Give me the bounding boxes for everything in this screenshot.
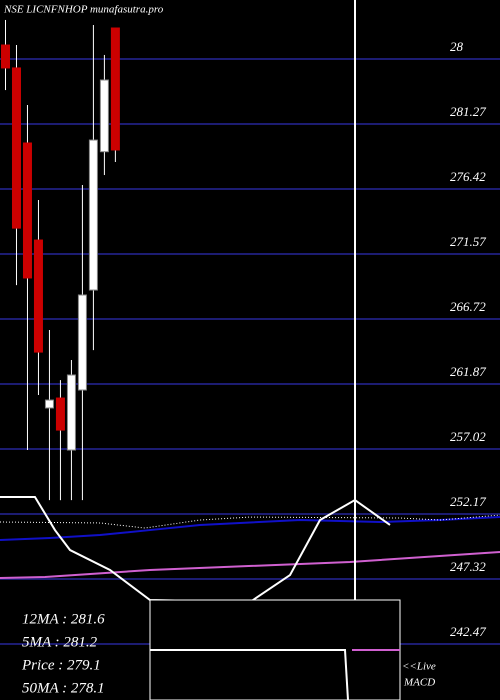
candle-body [77,294,87,391]
stat: 5MA : 281.2 [22,634,98,650]
candle-body [88,139,98,291]
candle-body [110,27,120,151]
candle-body [44,399,54,409]
candle-body [66,374,76,451]
indicator-line [0,516,500,541]
y-tick-label: 276.42 [450,169,486,184]
y-tick-label: 242.47 [450,624,486,639]
candle-body [33,239,43,353]
y-tick-label: 257.02 [450,429,486,444]
stat: 50MA : 278.1 [22,680,105,696]
y-tick-label: 261.87 [450,364,486,379]
candle-body [55,397,65,431]
indicator-line [0,495,391,604]
indicator-line [0,514,500,529]
plot [0,19,500,604]
indicator-line [0,551,500,580]
candle-body [99,79,109,153]
y-tick-label: 247.32 [450,559,486,574]
candle-body [0,44,10,69]
stat: Price : 279.1 [21,657,101,673]
chart-title: NSE LICNFNHOP munafasutra.pro [3,4,164,16]
y-tick-label: 271.57 [450,234,486,249]
y-tick-label: 252.17 [450,494,486,509]
candle-body [11,67,21,229]
macd-line [150,649,349,700]
candle-body [22,142,32,279]
stat: 12MA : 281.6 [22,611,105,627]
y-tick-label: 28 [450,39,464,54]
y-tick-label: 266.72 [450,299,486,314]
y-tick-label: 281.27 [450,104,486,119]
annotation: MACD [403,677,435,689]
annotation: <<Live [402,661,436,673]
